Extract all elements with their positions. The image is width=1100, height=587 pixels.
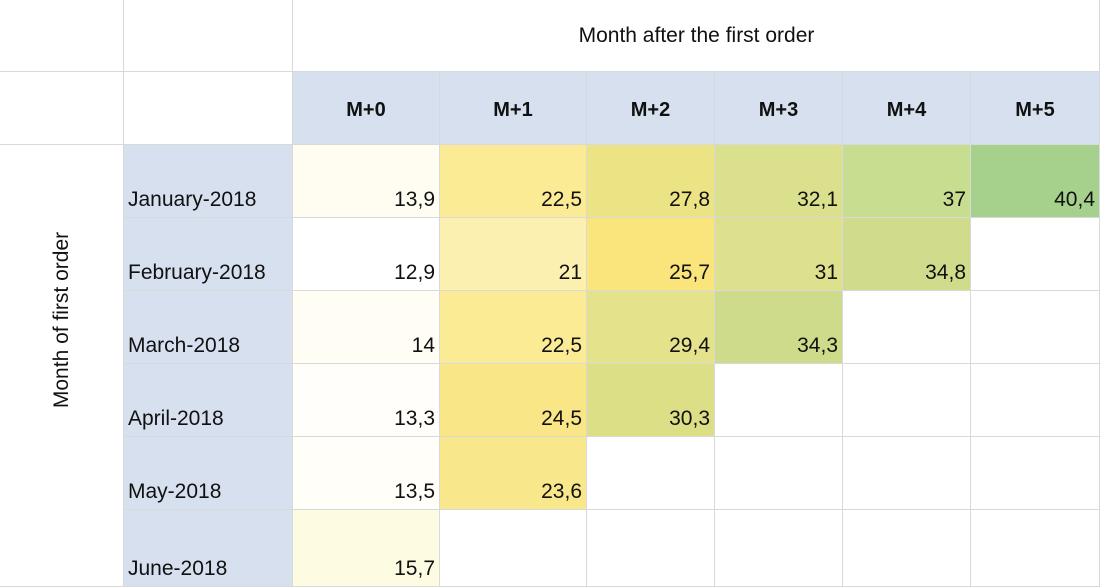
empty-cell: [715, 510, 843, 587]
empty-cell: [971, 437, 1100, 510]
heatmap-cell: 23,6: [440, 437, 587, 510]
heatmap-cell: 21: [440, 218, 587, 291]
row-header: February-2018: [124, 218, 293, 291]
empty-cell: [715, 364, 843, 437]
column-header: M+0: [293, 72, 440, 145]
column-header: M+2: [587, 72, 715, 145]
empty-cell: [587, 510, 715, 587]
row-header: April-2018: [124, 364, 293, 437]
heatmap-cell: 12,9: [293, 218, 440, 291]
corner-cell: [0, 72, 124, 145]
heatmap-cell: 15,7: [293, 510, 440, 587]
heatmap-cell: 14: [293, 291, 440, 364]
row-axis-title: Month of first order: [50, 231, 73, 409]
empty-cell: [843, 291, 971, 364]
empty-cell: [587, 437, 715, 510]
heatmap-cell: 13,5: [293, 437, 440, 510]
heatmap-cell: 30,3: [587, 364, 715, 437]
column-header: M+4: [843, 72, 971, 145]
row-header: March-2018: [124, 291, 293, 364]
empty-cell: [440, 510, 587, 587]
heatmap-cell: 32,1: [715, 145, 843, 218]
heatmap-cell: 31: [715, 218, 843, 291]
empty-cell: [843, 364, 971, 437]
empty-cell: [971, 510, 1100, 587]
corner-cell: [124, 72, 293, 145]
empty-cell: [971, 291, 1100, 364]
heatmap-cell: 34,8: [843, 218, 971, 291]
corner-cell: [0, 0, 124, 72]
heatmap-cell: 25,7: [587, 218, 715, 291]
heatmap-cell: 34,3: [715, 291, 843, 364]
empty-cell: [971, 364, 1100, 437]
corner-cell: [124, 0, 293, 72]
empty-cell: [843, 510, 971, 587]
empty-cell: [843, 437, 971, 510]
empty-cell: [971, 218, 1100, 291]
heatmap-cell: 37: [843, 145, 971, 218]
heatmap-cell: 40,4: [971, 145, 1100, 218]
empty-cell: [715, 437, 843, 510]
heatmap-cell: 13,9: [293, 145, 440, 218]
heatmap-cell: 22,5: [440, 145, 587, 218]
heatmap-cell: 24,5: [440, 364, 587, 437]
heatmap-cell: 29,4: [587, 291, 715, 364]
column-header: M+1: [440, 72, 587, 145]
heatmap-cell: 27,8: [587, 145, 715, 218]
column-header: M+3: [715, 72, 843, 145]
row-header: January-2018: [124, 145, 293, 218]
row-header: June-2018: [124, 510, 293, 587]
heatmap-cell: 13,3: [293, 364, 440, 437]
column-header: M+5: [971, 72, 1100, 145]
row-header: May-2018: [124, 437, 293, 510]
heatmap-cell: 22,5: [440, 291, 587, 364]
row-axis-title-area: Month of first order: [0, 145, 124, 587]
column-axis-title: Month after the first order: [578, 24, 815, 47]
